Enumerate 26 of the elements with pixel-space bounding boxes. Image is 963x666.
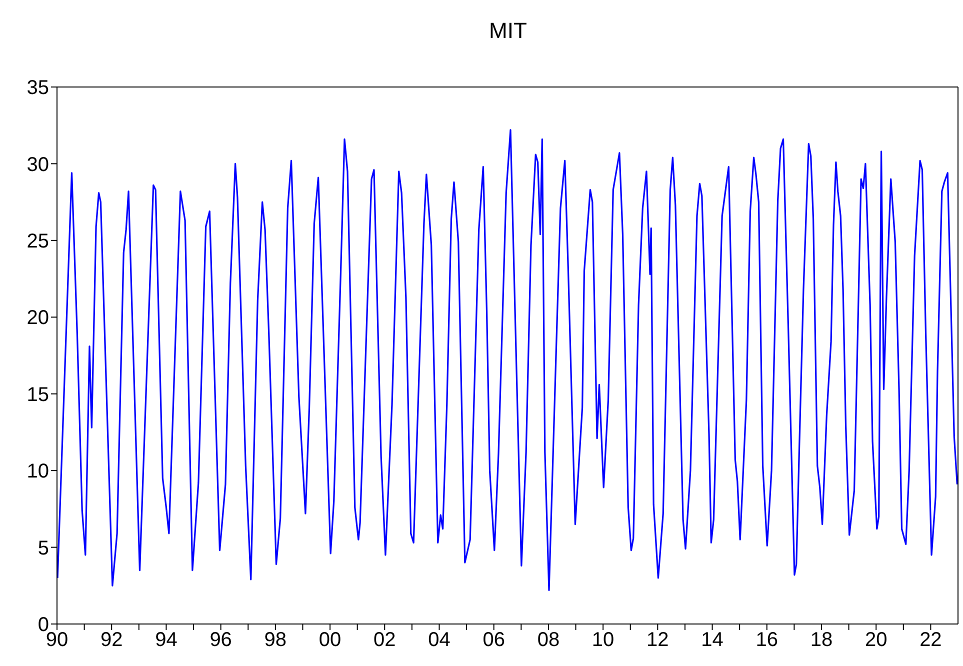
y-tick-label: 15 [26, 384, 49, 406]
x-tick-label: 00 [318, 629, 342, 652]
x-tick-label: 90 [46, 629, 68, 652]
line-series [57, 129, 958, 592]
x-tick-label: 22 [920, 629, 942, 652]
x-tick-label: 14 [701, 629, 724, 652]
x-tick-label: 98 [264, 629, 287, 652]
x-tick-label: 04 [428, 629, 450, 652]
x-tick-label: 16 [756, 629, 778, 652]
y-tick-label: 30 [26, 154, 49, 176]
x-tick-label: 92 [100, 629, 123, 652]
x-tick-label: 10 [592, 629, 614, 652]
x-tick-label: 12 [646, 629, 669, 652]
x-tick-label: 96 [210, 629, 232, 652]
x-tick-label: 18 [810, 629, 833, 652]
y-tick-label: 10 [26, 460, 49, 483]
y-tick-label: 35 [26, 77, 49, 100]
x-tick-label: 20 [864, 629, 888, 652]
x-tick-label: 02 [374, 629, 396, 652]
y-tick-label: 25 [26, 230, 49, 253]
y-tick-label: 20 [26, 307, 49, 330]
y-tick-label: 5 [38, 537, 49, 560]
x-tick-label: 08 [537, 629, 560, 652]
x-tick-label: 06 [482, 629, 505, 652]
x-tick-label: 94 [155, 629, 178, 652]
chart-title: MIT [488, 18, 528, 44]
